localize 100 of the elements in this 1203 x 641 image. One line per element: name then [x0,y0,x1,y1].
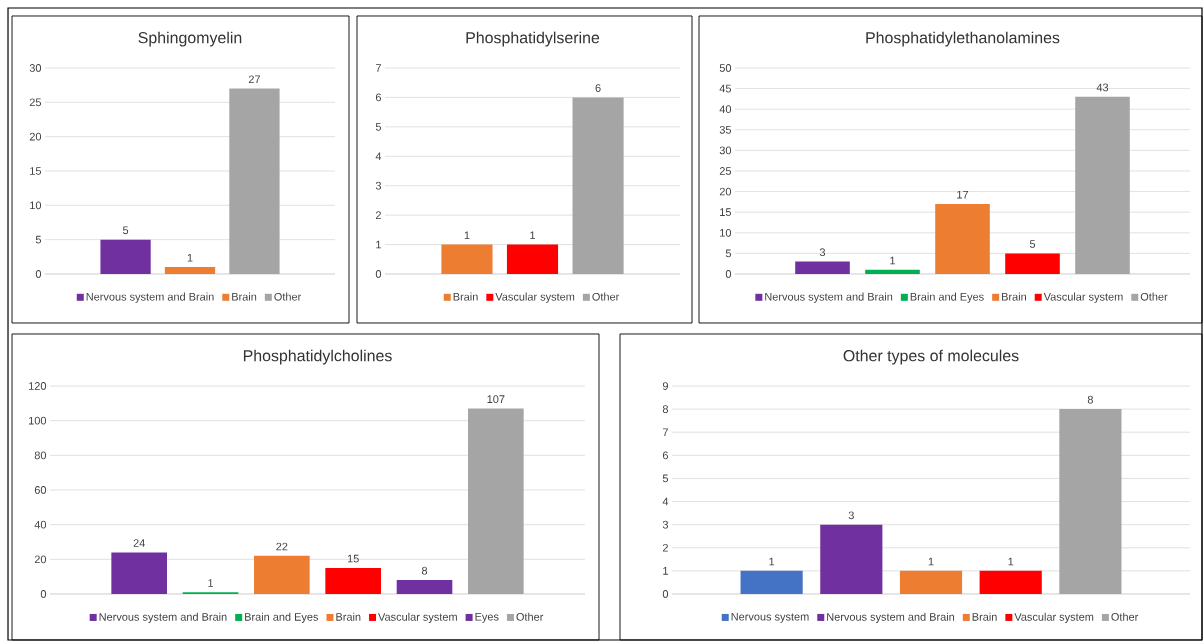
y-tick-label: 7 [375,64,381,72]
data-label: 43 [1096,83,1109,92]
data-label: 24 [133,539,145,547]
y-tick-label: 40 [34,520,47,529]
y-tick-label: 30 [29,64,42,72]
legend-label: Brain and Eyes [245,612,319,623]
y-tick-label: 9 [662,382,668,390]
data-label: 17 [957,190,969,199]
y-tick-label: 50 [719,64,732,72]
y-tick-label: 0 [725,270,732,278]
y-tick-label: 80 [34,451,47,460]
y-tick-label: 6 [375,93,382,102]
data-label: 15 [347,554,359,563]
legend-label: Nervous system and Brain [86,292,214,303]
bar [1075,96,1130,274]
legend-label: Brain [453,292,478,301]
bar [468,408,524,594]
legend-label: Other [592,292,620,301]
data-label: 22 [276,542,288,551]
y-tick-label: 35 [719,125,732,134]
y-tick-label: 2 [662,543,668,552]
y-tick-label: 100 [29,416,47,425]
y-tick-label: 15 [30,167,42,175]
legend-label: Vascular system [1043,292,1123,303]
data-label: 1 [928,557,934,566]
y-tick-label: 1 [663,567,668,575]
data-label: 1 [1008,557,1014,566]
bar [795,261,850,274]
bar [1005,253,1060,274]
data-label: 1 [187,254,193,262]
y-tick-label: 5 [662,474,669,483]
y-tick-label: 3 [662,520,669,529]
bar [979,570,1042,594]
y-tick-label: 5 [725,249,732,258]
bar [1059,409,1122,594]
chart-title: Phosphatidylethanolamines [866,31,1060,47]
y-tick-label: 10 [720,228,732,237]
y-tick-label: 4 [375,152,382,161]
legend-label: Nervous system [731,612,809,623]
legend-label: Nervous system and Brain [99,612,227,623]
data-label: 3 [848,511,854,520]
y-tick-label: 0 [35,270,42,278]
chart-title: Phosphatidylcholines [243,349,392,365]
data-label: 8 [421,566,428,575]
data-label: 1 [769,557,775,566]
legend-label: Vascular system [495,292,575,303]
bar [254,555,310,594]
chart-title: Sphingomyelin [138,31,242,47]
legend-label: Other [274,292,302,301]
y-tick-label: 15 [720,208,732,217]
y-tick-label: 60 [34,486,47,494]
bar [899,570,963,594]
y-tick-label: 10 [30,201,42,210]
legend-label: Nervous system and Brain [765,292,893,303]
bar [820,524,883,594]
bar [935,203,990,274]
y-tick-label: 2 [375,211,381,219]
data-label: 1 [890,256,896,265]
legend-label: Other [1140,292,1168,301]
data-label: 3 [819,248,826,257]
legend-label: Vascular system [378,612,457,623]
bar [111,552,167,594]
legend-label: Brain and Eyes [910,292,984,303]
y-tick-label: 0 [40,590,47,598]
chart-title: Phosphatidylserine [466,31,600,47]
bar [865,269,920,274]
legend-label: Brain [336,612,361,621]
data-label: 27 [248,75,260,84]
bar [740,570,803,594]
legend-label: Vascular system [1014,612,1094,623]
legend-label: Brain [972,612,997,621]
y-tick-label: 6 [662,451,669,460]
data-label: 5 [122,226,129,235]
y-tick-label: 5 [375,123,382,131]
y-tick-label: 25 [29,98,42,107]
y-tick-label: 20 [719,187,732,196]
y-tick-label: 0 [662,590,669,598]
y-tick-label: 20 [34,555,47,564]
legend-label: Eyes [475,612,499,623]
legend-label: Other [1111,612,1139,621]
y-tick-label: 7 [662,428,668,436]
y-tick-label: 120 [29,382,47,390]
y-tick-label: 30 [719,146,732,155]
y-tick-label: 45 [719,84,732,93]
y-tick-label: 20 [29,132,42,141]
data-label: 1 [530,231,536,240]
legend-label: Nervous system and Brain [827,612,955,623]
data-label: 1 [464,231,470,240]
y-tick-label: 4 [662,497,669,506]
y-tick-label: 40 [719,105,732,114]
bar [229,88,280,274]
y-tick-label: 25 [719,167,732,175]
y-tick-label: 3 [375,181,382,190]
legend-label: Other [516,612,544,621]
y-tick-label: 5 [35,235,42,244]
legend-label: Brain [232,292,257,301]
chart-title: Other types of molecules [843,349,1019,365]
data-label: 6 [595,84,601,92]
bar [164,267,216,274]
data-label: 8 [1087,395,1093,404]
